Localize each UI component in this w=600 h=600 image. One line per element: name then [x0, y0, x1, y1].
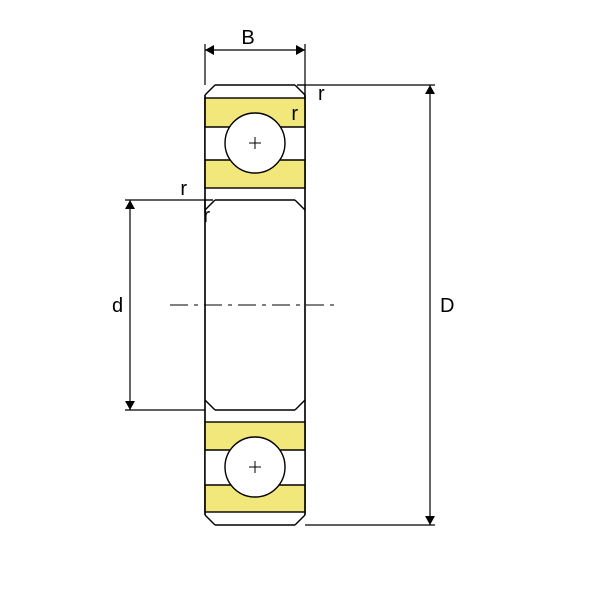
svg-text:r: r [291, 103, 298, 125]
svg-text:d: d [112, 295, 123, 317]
diagram-stage: BDdrrrr [0, 0, 600, 600]
bearing-diagram-svg: BDdrrrr [0, 0, 600, 600]
svg-text:r: r [318, 83, 325, 105]
drawing-group: BDdrrrr [112, 27, 454, 525]
svg-text:r: r [203, 205, 210, 227]
svg-text:r: r [180, 178, 187, 200]
svg-text:D: D [440, 295, 454, 317]
svg-text:B: B [241, 27, 254, 49]
